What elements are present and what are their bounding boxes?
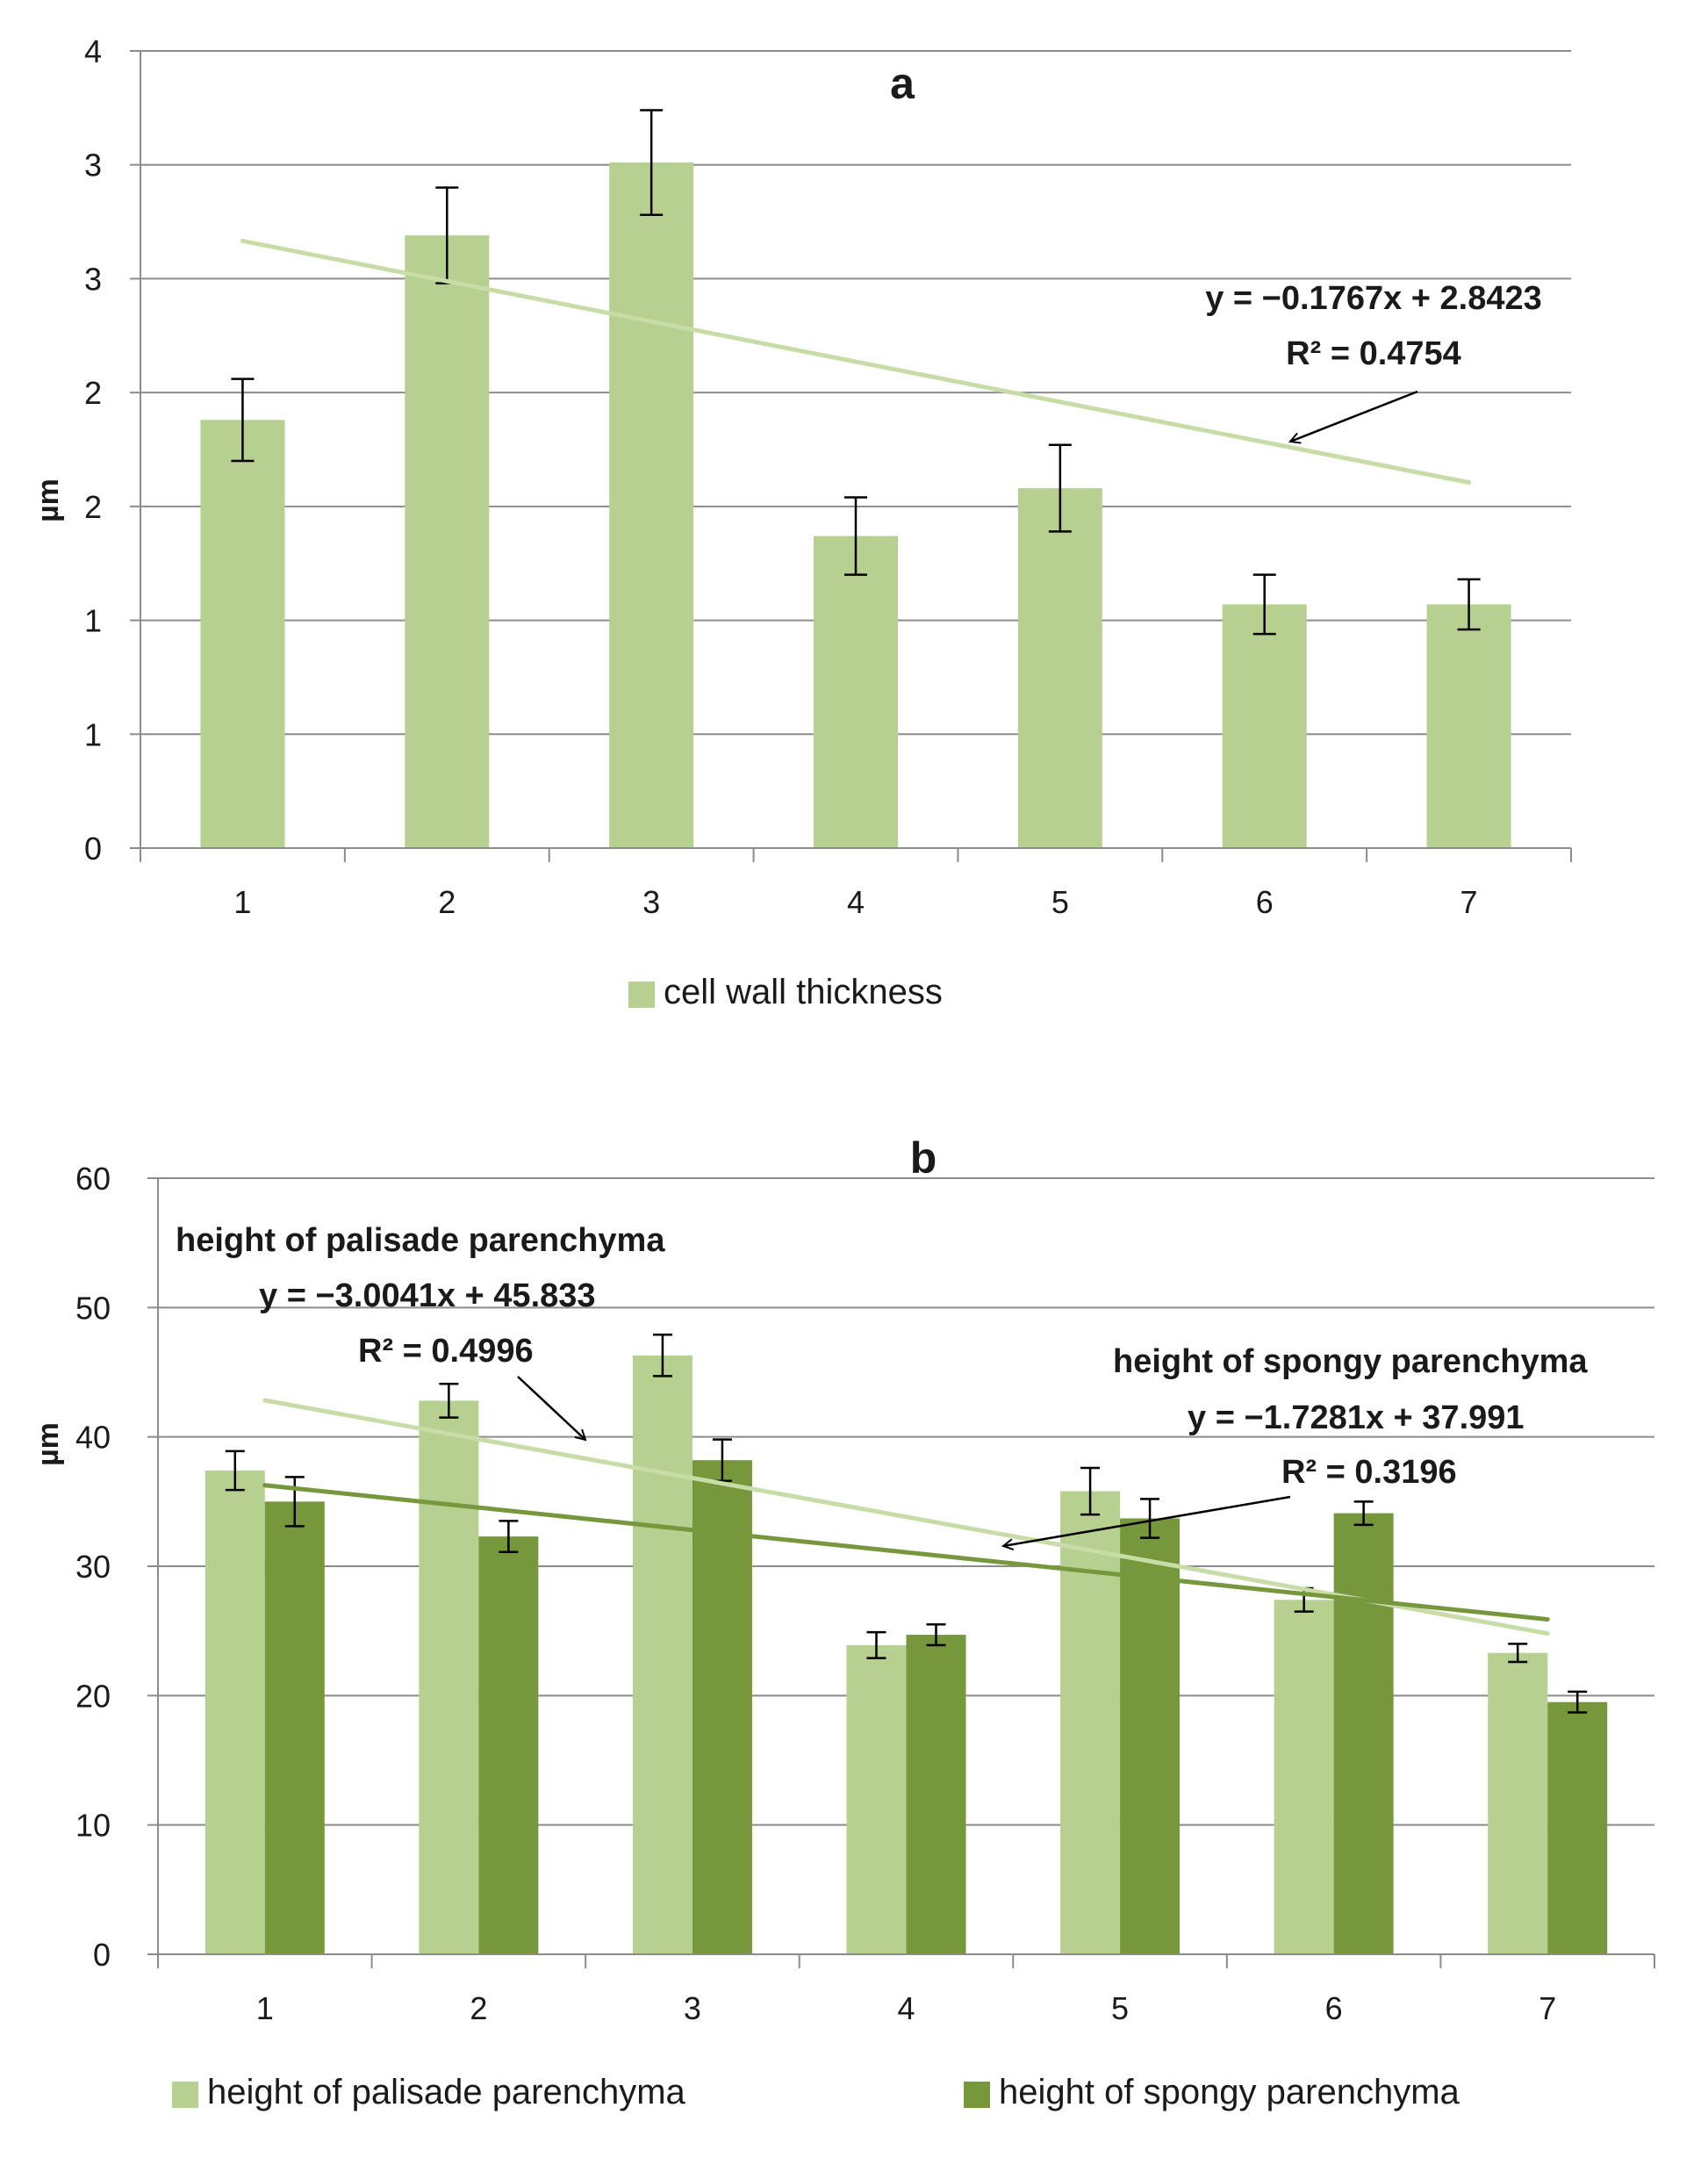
panel-a-legend-swatch xyxy=(628,982,655,1008)
b-trendline-0 xyxy=(262,1398,1550,1636)
b-bar-s1-3 xyxy=(906,1635,966,1954)
a-trendline-0 xyxy=(240,238,1472,486)
a-y-tick-label-2: 1 xyxy=(84,603,102,639)
panel-b-palisade-trend-r2: R² = 0.4996 xyxy=(358,1333,534,1370)
b-bar-s0-4 xyxy=(1060,1491,1121,1954)
a-y-tick-label-3: 2 xyxy=(84,489,102,525)
b-x-tick-label-4: 5 xyxy=(1111,1990,1129,2026)
a-x-tick-label-3: 4 xyxy=(847,884,865,920)
b-bar-s1-1 xyxy=(478,1536,539,1954)
panel-b-legend-swatch-palisade xyxy=(172,2082,198,2108)
a-y-tick-label-4: 2 xyxy=(84,375,102,411)
panel-a-trend-equation: y = −0.1767x + 2.8423 xyxy=(1205,280,1542,317)
panel-a: 0 1 1 2 2 3 3 4 1 2 3 4 5 6 7 a µm y = −0.1767x + 2.8… xyxy=(32,33,1572,1011)
panel-b-spongy-annotation-arrow xyxy=(1003,1495,1291,1546)
b-y-tick-label-2: 20 xyxy=(75,1678,111,1714)
panel-b-palisade-trend-equation: y = −3.0041x + 45.833 xyxy=(259,1277,596,1314)
panel-b-bars xyxy=(205,1355,1608,1954)
b-bar-s0-2 xyxy=(632,1355,693,1954)
panel-b-legend-label-palisade: height of palisade parenchyma xyxy=(207,2073,686,2111)
b-bar-s0-5 xyxy=(1274,1600,1334,1954)
b-x-tick-label-6: 7 xyxy=(1539,1990,1556,2026)
a-bar-s0-3 xyxy=(814,536,898,848)
panel-b-axes xyxy=(147,1177,1655,1968)
a-y-tick-label-7: 4 xyxy=(84,33,102,69)
a-bar-s0-0 xyxy=(200,420,285,848)
b-x-tick-label-2: 3 xyxy=(684,1990,701,2026)
a-x-tick-label-0: 1 xyxy=(233,884,251,920)
a-bar-s0-5 xyxy=(1222,604,1307,848)
b-bar-s0-6 xyxy=(1488,1652,1548,1954)
b-y-tick-label-6: 60 xyxy=(75,1161,111,1197)
b-y-tick-label-4: 40 xyxy=(75,1420,111,1456)
b-y-tick-label-1: 10 xyxy=(75,1808,111,1844)
panel-b-legend-label-spongy: height of spongy parenchyma xyxy=(999,2073,1460,2111)
panel-b-spongy-trend-heading: height of spongy parenchyma xyxy=(1113,1343,1588,1380)
a-y-tick-label-1: 1 xyxy=(84,716,102,752)
b-bar-s0-0 xyxy=(205,1470,265,1954)
b-x-tick-label-5: 6 xyxy=(1325,1990,1343,2026)
a-bar-s0-6 xyxy=(1426,604,1511,848)
panel-b-gridlines xyxy=(158,1177,1654,1826)
a-x-tick-label-5: 6 xyxy=(1256,884,1274,920)
panel-a-x-tick-labels: 1 2 3 4 5 6 7 xyxy=(233,884,1477,920)
b-x-tick-label-3: 4 xyxy=(897,1990,915,2026)
panel-a-legend-label: cell wall thickness xyxy=(664,973,943,1011)
b-bar-s1-5 xyxy=(1333,1513,1394,1954)
panel-b: 0 10 20 30 40 50 60 1 2 3 4 5 6 7 b µm height of pal… xyxy=(32,1133,1655,2111)
panel-b-palisade-annotation-arrow xyxy=(517,1376,585,1440)
a-x-tick-label-6: 7 xyxy=(1460,884,1478,920)
b-y-tick-label-0: 0 xyxy=(93,1937,111,1973)
panel-b-spongy-trend-r2: R² = 0.3196 xyxy=(1281,1454,1457,1491)
panel-b-spongy-trend-equation: y = −1.7281x + 37.991 xyxy=(1188,1399,1525,1436)
panel-b-title: b xyxy=(910,1133,937,1183)
panel-a-error-bars xyxy=(231,109,1481,636)
panel-a-axes xyxy=(130,50,1572,862)
a-y-tick-label-0: 0 xyxy=(84,831,102,867)
a-bar-s0-1 xyxy=(405,235,490,848)
panel-a-y-axis-label: µm xyxy=(32,478,65,522)
b-bar-s0-3 xyxy=(846,1644,907,1954)
a-x-tick-label-2: 3 xyxy=(642,884,660,920)
b-x-tick-label-1: 2 xyxy=(470,1990,487,2026)
a-x-tick-label-1: 2 xyxy=(438,884,456,920)
panel-a-title: a xyxy=(890,59,915,108)
panel-a-trendlines xyxy=(240,238,1472,486)
a-y-tick-label-6: 3 xyxy=(84,147,102,183)
panel-b-palisade-trend-heading: height of palisade parenchyma xyxy=(176,1222,665,1259)
b-bar-s1-2 xyxy=(692,1460,752,1954)
a-bar-s0-2 xyxy=(609,162,694,848)
b-bar-s0-1 xyxy=(419,1400,479,1954)
panel-b-x-tick-labels: 1 2 3 4 5 6 7 xyxy=(256,1990,1556,2026)
panel-b-y-tick-labels: 0 10 20 30 40 50 60 xyxy=(75,1161,111,1973)
b-y-tick-label-3: 30 xyxy=(75,1549,111,1585)
b-bar-s1-6 xyxy=(1547,1701,1608,1954)
b-x-tick-label-0: 1 xyxy=(256,1990,274,2026)
panel-a-y-tick-labels: 0 1 1 2 2 3 3 4 xyxy=(84,33,102,867)
panel-b-trendlines xyxy=(262,1398,1550,1636)
b-trendline-1 xyxy=(262,1483,1550,1622)
panel-a-bars xyxy=(200,162,1511,848)
a-bar-s0-4 xyxy=(1017,488,1102,848)
b-bar-s1-0 xyxy=(264,1501,325,1954)
b-bar-s1-4 xyxy=(1120,1518,1181,1954)
panel-a-trend-r2: R² = 0.4754 xyxy=(1286,335,1461,372)
panel-b-y-axis-label: µm xyxy=(32,1422,65,1466)
panel-b-legend-swatch-spongy xyxy=(964,2082,990,2108)
panel-b-error-bars xyxy=(225,1334,1588,1714)
panel-a-annotation-arrow xyxy=(1290,390,1418,442)
a-y-tick-label-5: 3 xyxy=(84,261,102,297)
b-y-tick-label-5: 50 xyxy=(75,1290,111,1326)
a-x-tick-label-4: 5 xyxy=(1051,884,1069,920)
